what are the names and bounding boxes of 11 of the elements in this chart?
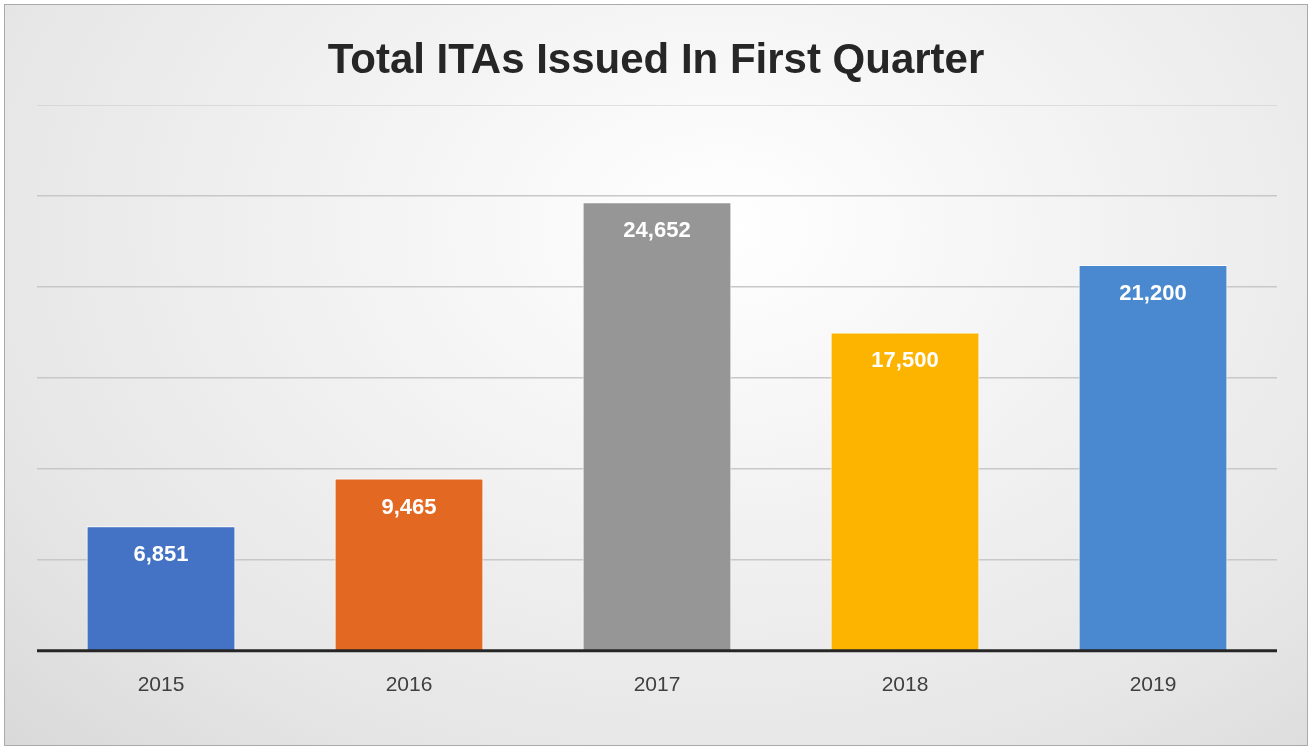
data-label: 9,465 xyxy=(381,493,437,519)
chart-title: Total ITAs Issued In First Quarter xyxy=(326,35,986,83)
x-tick-label: 2015 xyxy=(137,672,185,696)
x-tick-label: 2017 xyxy=(633,672,681,696)
x-tick-label: 2016 xyxy=(385,672,433,696)
data-label: 17,500 xyxy=(871,347,939,373)
data-label: 24,652 xyxy=(623,217,691,243)
data-label: 6,851 xyxy=(133,541,189,567)
data-label: 21,200 xyxy=(1119,280,1187,306)
x-tick-label: 2018 xyxy=(881,672,929,696)
x-tick-label: 2019 xyxy=(1129,672,1177,696)
